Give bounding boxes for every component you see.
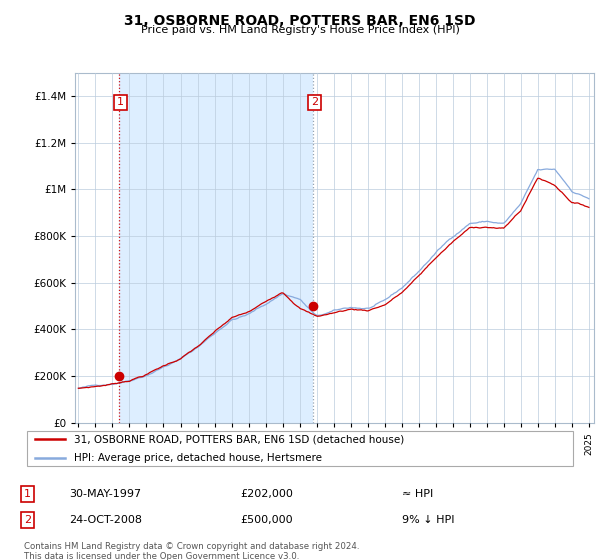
Text: 24-OCT-2008: 24-OCT-2008 <box>69 515 142 525</box>
Text: £500,000: £500,000 <box>240 515 293 525</box>
Text: 30-MAY-1997: 30-MAY-1997 <box>69 489 141 499</box>
Text: ≈ HPI: ≈ HPI <box>402 489 433 499</box>
Text: Price paid vs. HM Land Registry's House Price Index (HPI): Price paid vs. HM Land Registry's House … <box>140 25 460 35</box>
Text: HPI: Average price, detached house, Hertsmere: HPI: Average price, detached house, Hert… <box>74 453 322 463</box>
Text: 31, OSBORNE ROAD, POTTERS BAR, EN6 1SD: 31, OSBORNE ROAD, POTTERS BAR, EN6 1SD <box>124 14 476 28</box>
FancyBboxPatch shape <box>27 431 573 466</box>
Text: 1: 1 <box>117 97 124 108</box>
Text: 2: 2 <box>311 97 318 108</box>
Text: 31, OSBORNE ROAD, POTTERS BAR, EN6 1SD (detached house): 31, OSBORNE ROAD, POTTERS BAR, EN6 1SD (… <box>74 434 404 444</box>
Bar <box>119 73 313 423</box>
Text: Contains HM Land Registry data © Crown copyright and database right 2024.
This d: Contains HM Land Registry data © Crown c… <box>24 542 359 560</box>
Text: £202,000: £202,000 <box>240 489 293 499</box>
Text: 9% ↓ HPI: 9% ↓ HPI <box>402 515 455 525</box>
Text: 2: 2 <box>24 515 31 525</box>
Text: 1: 1 <box>24 489 31 499</box>
